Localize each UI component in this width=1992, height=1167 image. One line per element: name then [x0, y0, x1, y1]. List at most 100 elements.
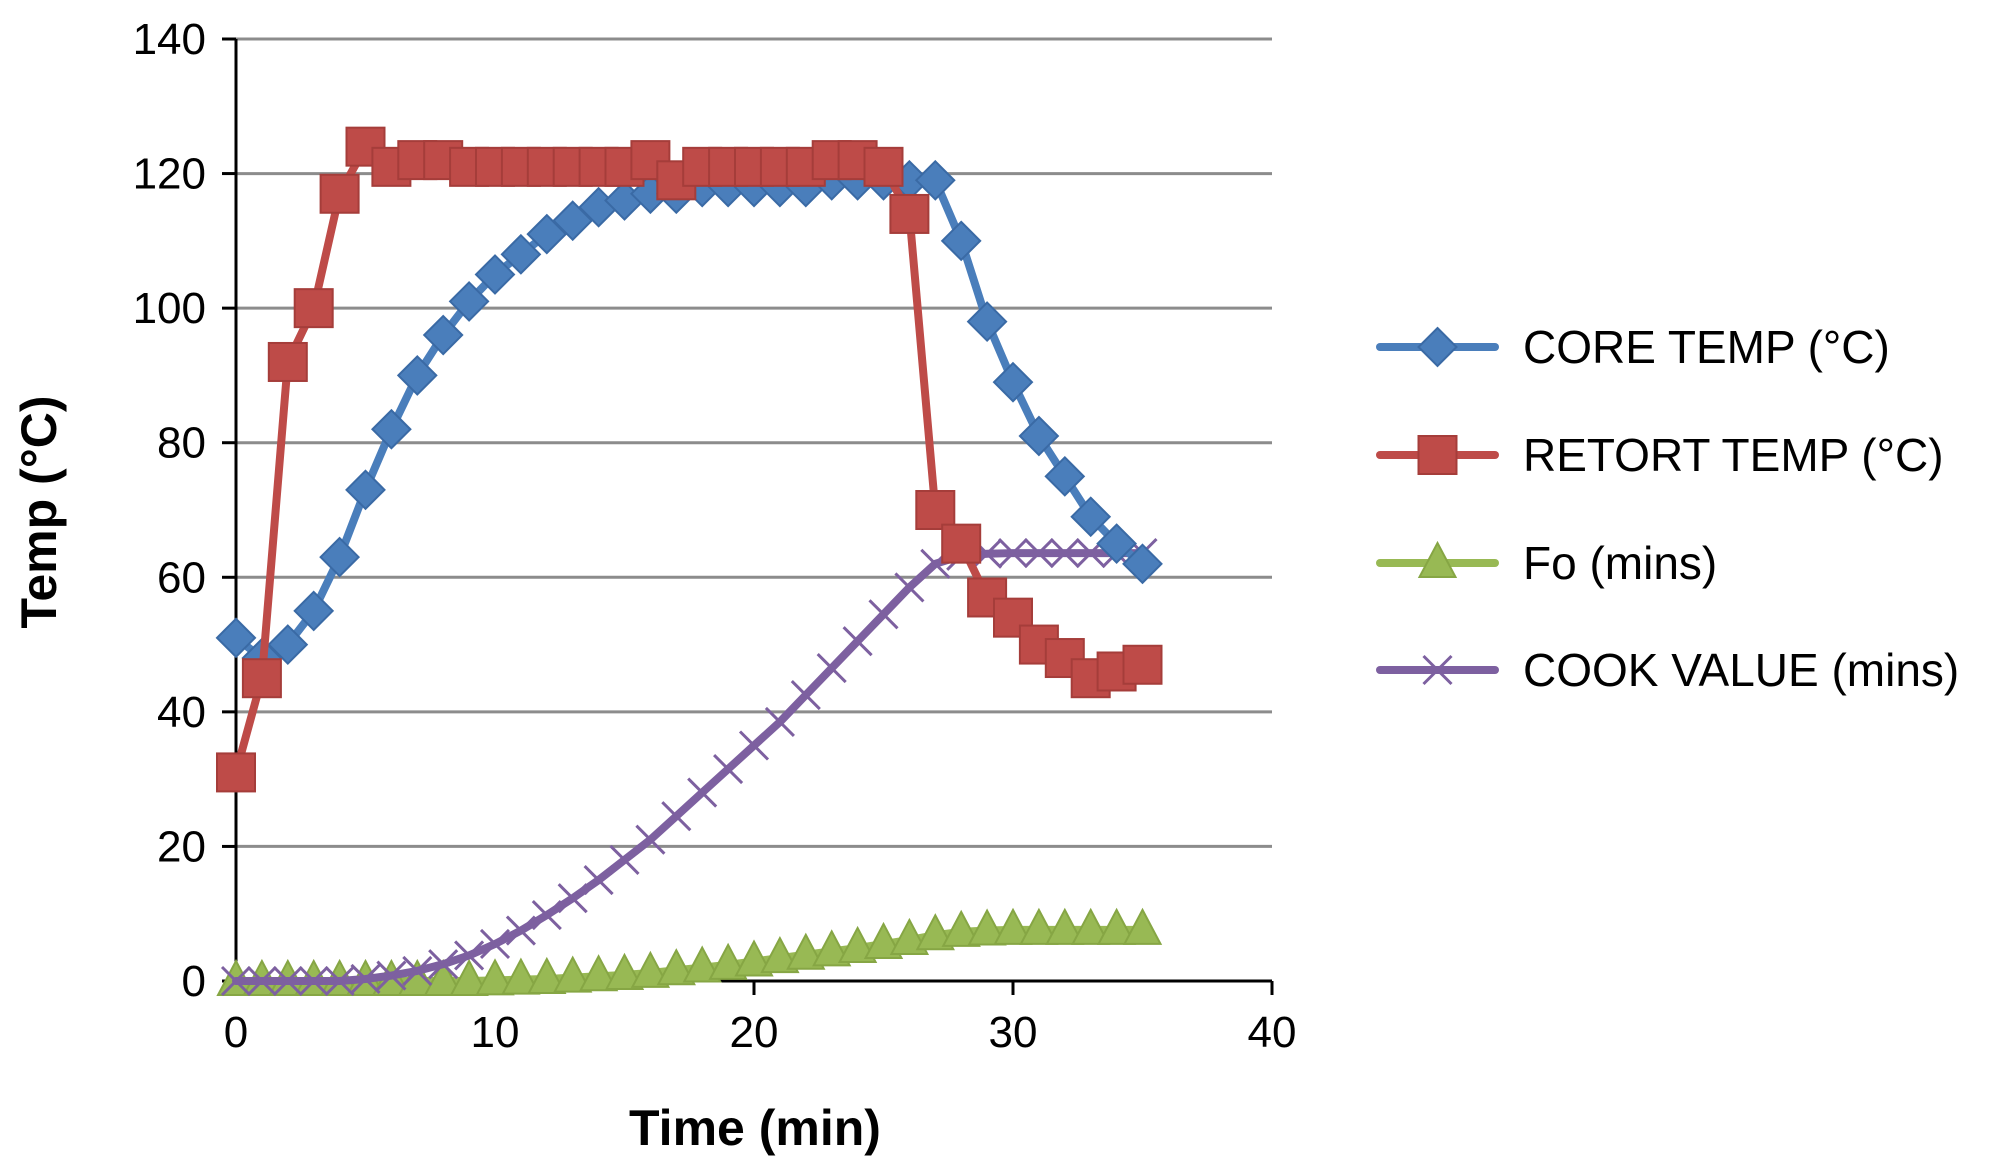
data-point-core-temp-c	[345, 469, 386, 511]
data-point-cook-value-mins	[454, 940, 485, 971]
x-tick-label: 0	[224, 1008, 248, 1057]
x-marker-stroke	[454, 940, 485, 971]
legend-item-retort-temp-c: RETORT TEMP (°C)	[1376, 429, 1944, 481]
x-marker-stroke	[687, 777, 718, 808]
data-point-cook-value-mins	[246, 965, 277, 997]
x-marker-stroke	[402, 955, 433, 986]
data-point-cook-value-mins	[738, 730, 770, 761]
data-point-cook-value-mins	[505, 915, 536, 946]
y-tick-label: 0	[182, 957, 206, 1006]
data-point-cook-value-mins	[894, 572, 925, 603]
y-tick-label: 20	[157, 822, 206, 871]
data-point-fo-mins	[1071, 907, 1111, 945]
data-point-cook-value-mins	[376, 960, 407, 991]
x-marker-stroke	[661, 801, 692, 832]
x-marker-stroke	[583, 865, 614, 896]
x-marker-stroke	[842, 626, 873, 657]
data-point-cook-value-mins	[583, 865, 614, 896]
data-point-cook-value-mins	[609, 844, 640, 875]
data-point-fo-mins	[786, 932, 826, 970]
data-point-core-temp-c	[474, 254, 516, 295]
data-point-retort-temp-c	[241, 658, 282, 699]
data-point-fo-mins	[941, 909, 981, 947]
data-point-fo-mins	[656, 948, 696, 986]
data-point-cook-value-mins	[479, 928, 511, 960]
data-point-fo-mins	[578, 954, 619, 992]
x-marker-stroke	[298, 965, 329, 997]
data-point-cook-value-mins	[764, 706, 795, 738]
data-point-core-temp-c	[448, 281, 490, 322]
data-point-core-temp-c	[966, 301, 1008, 343]
series-layer	[215, 126, 1163, 997]
data-point-cook-value-mins	[557, 883, 588, 914]
data-point-cook-value-mins	[661, 801, 692, 832]
data-point-retort-temp-c	[889, 193, 930, 234]
x-marker-stroke	[609, 844, 640, 875]
data-point-core-temp-c	[1044, 455, 1086, 497]
data-point-retort-temp-c	[1122, 644, 1163, 685]
y-tick-label: 40	[157, 688, 206, 737]
data-point-core-temp-c	[422, 314, 464, 356]
data-point-retort-temp-c	[915, 490, 956, 530]
data-point-retort-temp-c	[630, 140, 671, 181]
data-point-fo-mins	[1019, 907, 1059, 945]
data-point-cook-value-mins	[1023, 538, 1054, 569]
x-tick-label: 20	[730, 1008, 779, 1057]
data-point-core-temp-c	[914, 159, 956, 201]
data-point-retort-temp-c	[267, 341, 308, 382]
data-point-core-temp-c	[500, 233, 542, 275]
data-point-fo-mins	[553, 955, 593, 993]
data-point-fo-mins	[423, 958, 463, 996]
y-tick-label: 140	[133, 15, 206, 64]
legend-marker-fo-mins	[1417, 540, 1458, 578]
data-point-cook-value-mins	[842, 626, 873, 657]
data-point-fo-mins	[682, 945, 722, 983]
data-point-core-temp-c	[319, 536, 361, 578]
x-marker-stroke	[1422, 654, 1453, 686]
data-point-core-temp-c	[396, 355, 438, 396]
x-marker-stroke	[479, 928, 511, 960]
legend: CORE TEMP (°C) RETORT TEMP (°C) Fo (mins) C…	[1376, 321, 1959, 696]
data-point-core-temp-c	[940, 220, 982, 262]
data-point-cook-value-mins	[531, 899, 562, 931]
legend-marker-retort-temp-c	[1417, 435, 1458, 475]
data-point-core-temp-c	[1122, 543, 1163, 585]
data-point-cook-value-mins	[1049, 538, 1080, 569]
x-marker-stroke	[1023, 538, 1054, 569]
legend-item-cook-value-mins: COOK VALUE (mins)	[1376, 644, 1959, 696]
x-marker-stroke	[505, 915, 536, 946]
y-axis-title: Temp (°C)	[11, 396, 67, 629]
data-point-fo-mins	[604, 952, 645, 990]
data-point-retort-temp-c	[1044, 638, 1085, 679]
legend-label-fo-mins: Fo (mins)	[1523, 537, 1717, 589]
data-point-core-temp-c	[992, 361, 1034, 403]
series-line-retort-temp-c	[232, 142, 1147, 777]
x-marker-stroke	[220, 965, 252, 997]
y-tick-label: 80	[157, 419, 206, 468]
data-point-cook-value-mins	[298, 965, 329, 997]
x-marker-stroke	[272, 965, 303, 997]
x-tick-label: 10	[471, 1008, 520, 1057]
x-marker-stroke	[428, 949, 459, 980]
data-point-fo-mins	[915, 913, 955, 951]
data-point-retort-temp-c	[993, 597, 1033, 638]
data-point-fo-mins	[708, 942, 748, 980]
x-marker-stroke	[557, 883, 588, 914]
x-marker-stroke	[713, 753, 744, 785]
data-point-fo-mins	[837, 925, 878, 964]
data-point-cook-value-mins	[350, 963, 381, 995]
y-tick-label: 100	[133, 284, 206, 333]
x-marker-stroke	[324, 965, 355, 997]
data-point-cook-value-mins	[324, 965, 355, 997]
x-marker-stroke	[894, 572, 925, 603]
x-tick-label: 30	[989, 1008, 1038, 1057]
x-marker-stroke	[531, 899, 562, 931]
tick-labels: 0 20 40 60 80 100 120 140 0 10 20 30 40	[133, 15, 1297, 1057]
y-tick-label: 120	[133, 150, 206, 199]
x-marker-stroke	[376, 960, 407, 991]
data-point-fo-mins	[475, 958, 515, 996]
x-tick-label: 40	[1248, 1008, 1297, 1057]
data-point-cook-value-mins	[997, 538, 1029, 569]
data-point-cook-value-mins	[428, 949, 459, 980]
